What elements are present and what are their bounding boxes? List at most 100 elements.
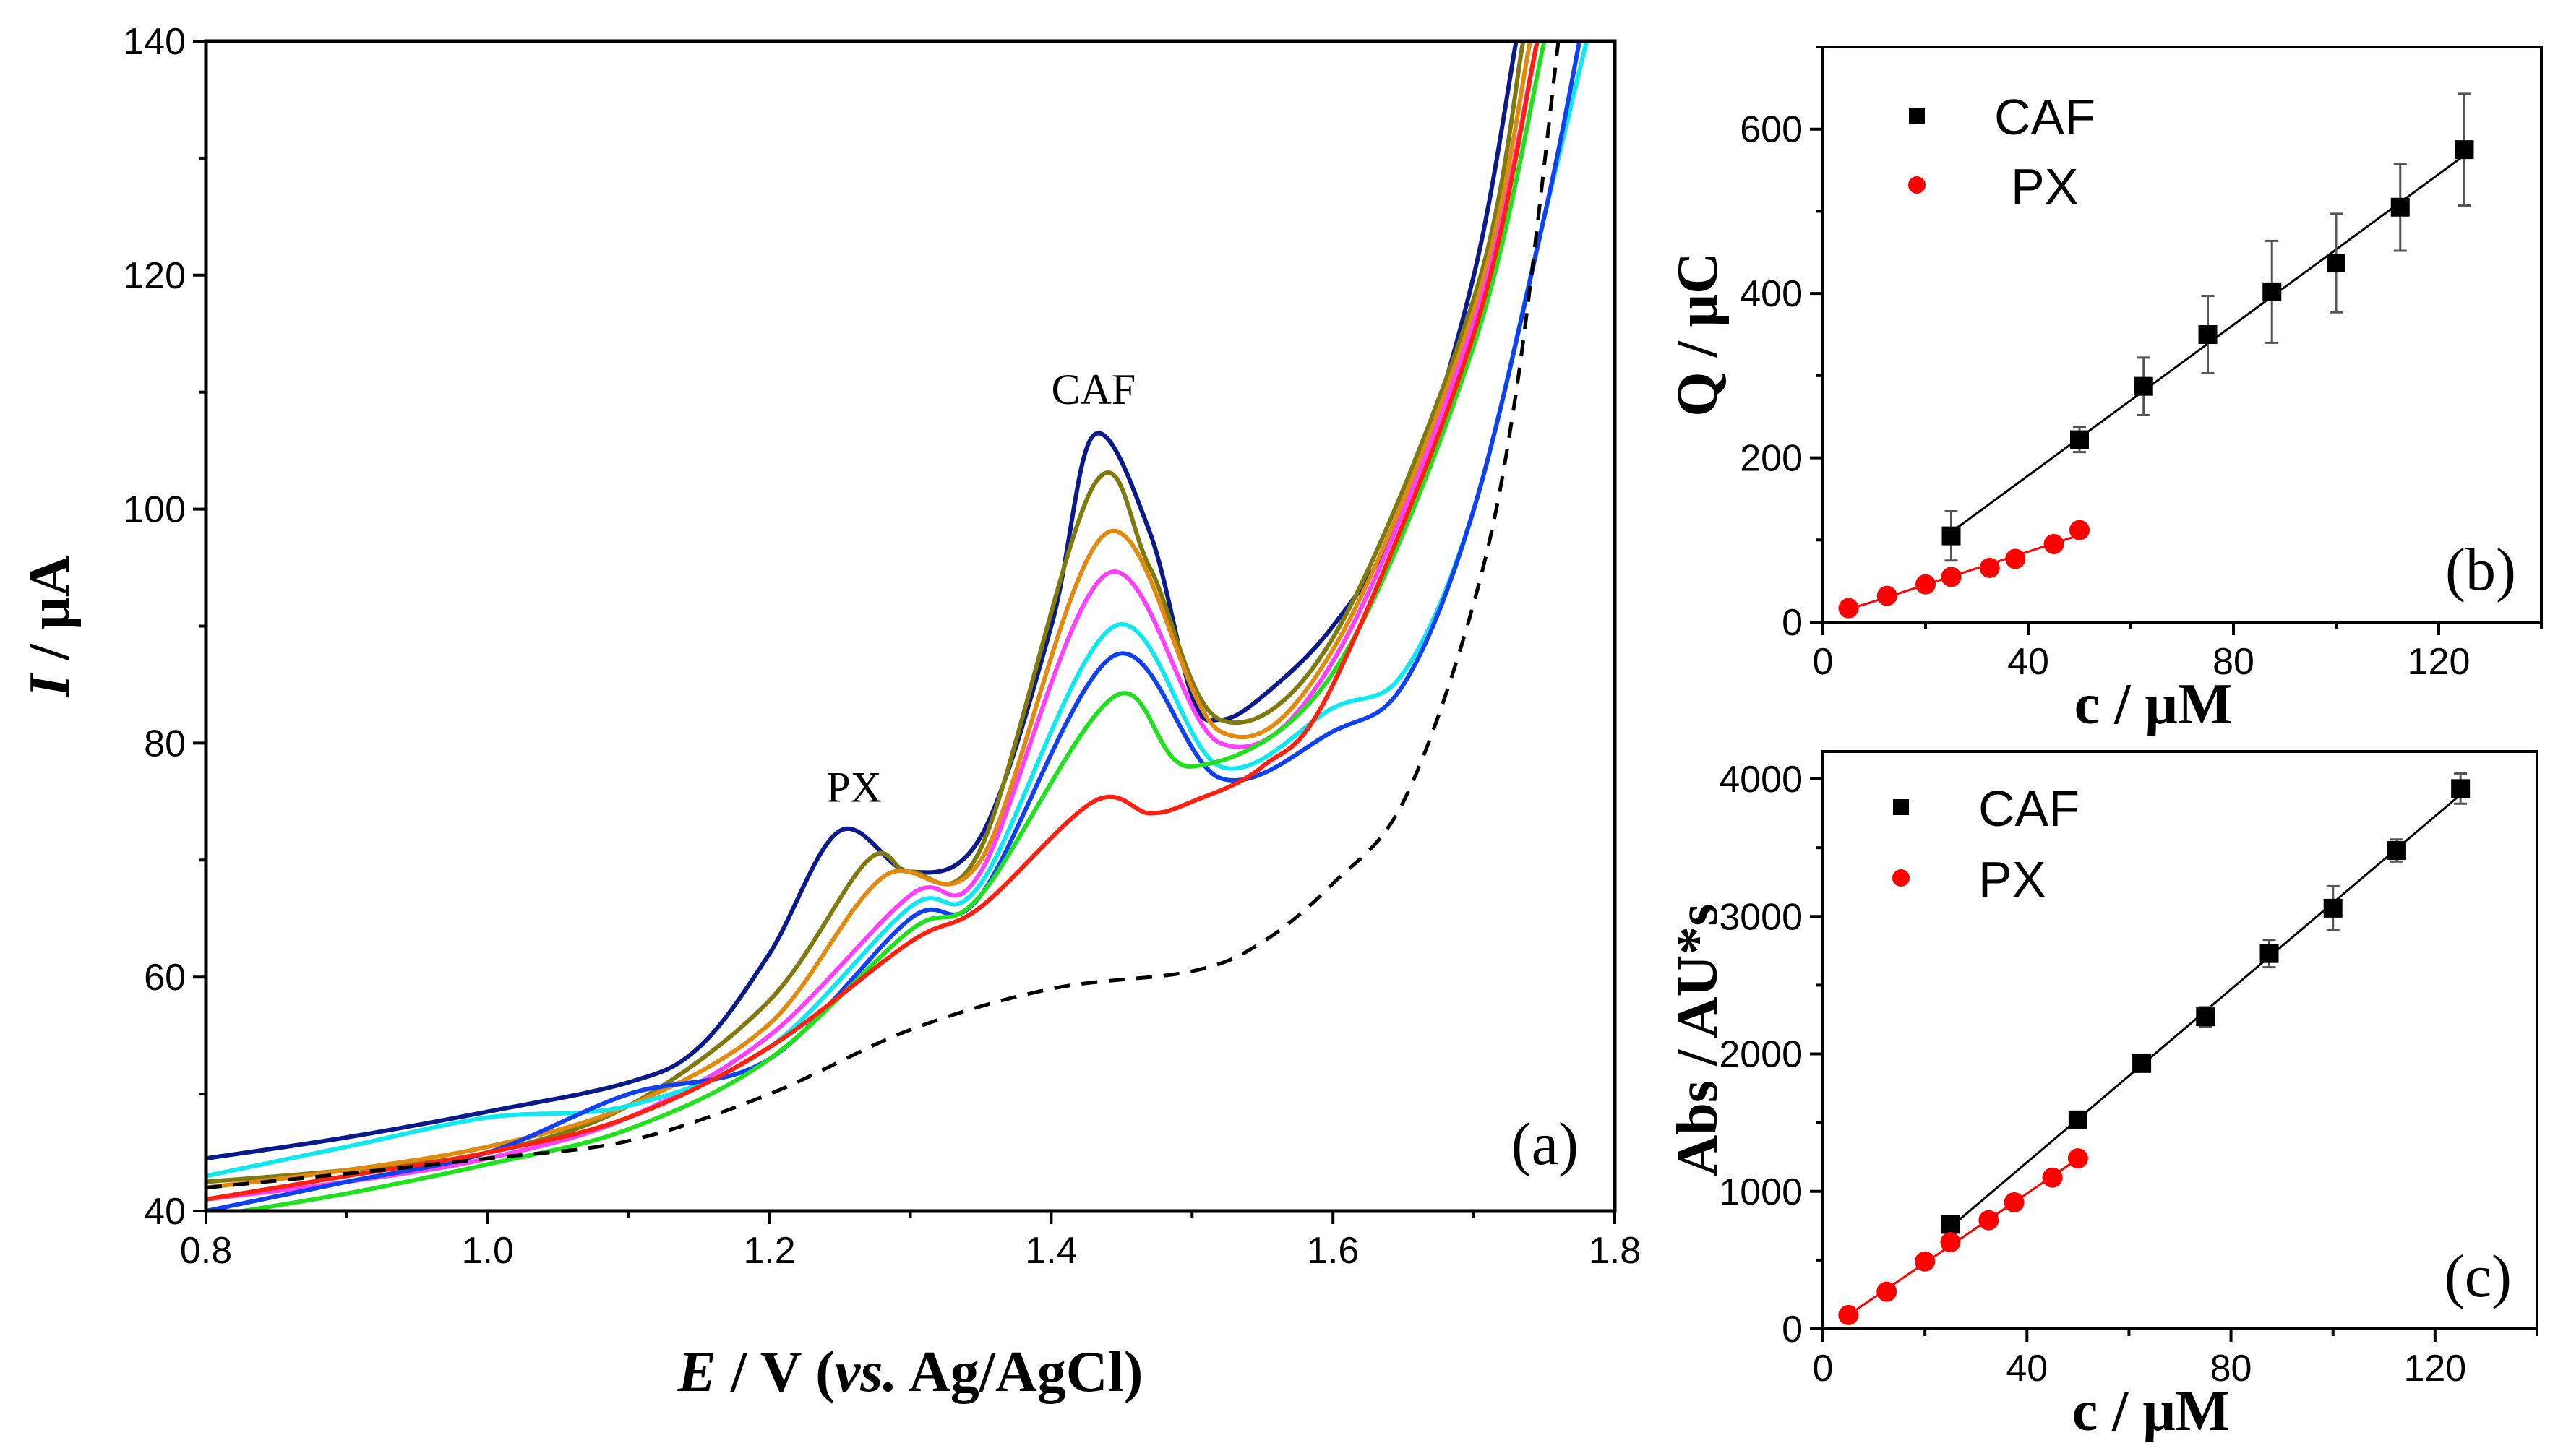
data-point-CAF — [1941, 1215, 1960, 1234]
legend-label-CAF: CAF — [1994, 89, 2095, 145]
data-point-PX — [1979, 557, 2000, 578]
y-tick-label: 100 — [123, 489, 186, 531]
legend: CAF PX — [1908, 89, 2095, 215]
peak-label-caf: CAF — [1052, 366, 1136, 413]
legend: CAF PX — [1892, 780, 2079, 908]
data-point-CAF — [2451, 779, 2471, 798]
y-tick-label: 0 — [1782, 1309, 1803, 1351]
series-line-blue — [206, 41, 1582, 1211]
y-tick-label: 2000 — [1719, 1034, 1803, 1076]
panel-label: (c) — [2445, 1243, 2512, 1310]
plot-area — [1838, 772, 2471, 1325]
series-line-olive — [206, 41, 1526, 1184]
data-point-PX — [1876, 585, 1897, 606]
x-axis-title: E / V (vs. Ag/AgCl) — [677, 1340, 1143, 1404]
y-tick-label: 600 — [1740, 109, 1803, 151]
y-tick-label: 140 — [123, 21, 186, 63]
x-tick-label: 1.8 — [1589, 1230, 1641, 1272]
x-tick-label: 1.0 — [462, 1230, 514, 1272]
y-tick-label: 200 — [1740, 438, 1803, 480]
legend-label-PX: PX — [2011, 158, 2078, 215]
y-tick-label: 40 — [144, 1191, 186, 1233]
y-axis-title-part: I — [18, 673, 82, 698]
axes-frame — [1821, 46, 2543, 624]
legend-marker-CAF — [1893, 799, 1909, 815]
data-point-CAF — [2390, 197, 2410, 217]
legend-label-PX: PX — [1978, 851, 2046, 908]
panel-label: (b) — [2445, 536, 2516, 603]
y-axis-title-part: / μA — [18, 555, 82, 675]
y-tick-label: 1000 — [1719, 1171, 1803, 1213]
data-point-CAF — [2070, 430, 2089, 449]
data-point-CAF — [2198, 325, 2218, 344]
data-point-CAF — [2262, 282, 2282, 301]
x-tick-label: 80 — [2212, 641, 2254, 683]
x-tick-label: 0 — [1813, 1348, 1834, 1390]
y-axis-title: Q / μC — [1666, 252, 1730, 417]
data-point-CAF — [2387, 840, 2406, 860]
panel-label: (a) — [1511, 1111, 1579, 1178]
x-tick-label: 120 — [2403, 1348, 2466, 1390]
x-tick-label: 1.6 — [1307, 1230, 1359, 1272]
data-point-PX — [1915, 1251, 1936, 1272]
x-axis-title-part: vs. — [835, 1340, 898, 1404]
data-point-PX — [2005, 548, 2026, 569]
x-tick-label: 1.4 — [1025, 1230, 1077, 1272]
series-line-orange — [206, 41, 1532, 1190]
data-point-CAF — [2327, 254, 2345, 273]
series-line-cyan — [206, 41, 1589, 1179]
data-point-CAF — [2134, 376, 2153, 396]
series-line-green — [228, 41, 1547, 1211]
panel-a-voltammograms: 0.8 1.0 1.2 1.4 1.6 1.8 40 60 80 100 120 140 E / V (… — [18, 21, 1641, 1404]
y-tick-label: 400 — [1740, 273, 1803, 315]
series-line-navy — [206, 41, 1519, 1161]
y-tick-label: 120 — [123, 255, 186, 297]
x-tick-label: 0 — [1813, 641, 1834, 683]
x-tick-label: 80 — [2210, 1348, 2252, 1390]
legend-label-CAF: CAF — [1978, 780, 2079, 837]
data-point-CAF — [2196, 1007, 2215, 1027]
peak-label-px: PX — [826, 763, 882, 811]
data-point-CAF — [2132, 1054, 2152, 1073]
axes-frame — [204, 39, 1617, 1213]
x-tick-label: 0.8 — [180, 1230, 232, 1272]
x-tick-label: 40 — [2006, 1348, 2048, 1390]
data-point-CAF — [2323, 898, 2343, 918]
plot-area — [206, 41, 1589, 1211]
x-axis-title-part: E — [677, 1340, 716, 1404]
y-tick-label: 60 — [144, 957, 186, 999]
series-line-red — [206, 41, 1540, 1202]
data-point-PX — [1838, 1304, 1859, 1325]
data-point-PX — [1838, 598, 1859, 619]
data-point-CAF — [2259, 944, 2279, 963]
x-axis-title-part: / V ( — [716, 1340, 835, 1404]
legend-marker-PX — [1908, 176, 1926, 194]
y-axis-title: Abs / AU*s — [1666, 904, 1730, 1177]
y-tick-label: 80 — [144, 723, 186, 764]
x-axis-title: c / μM — [2072, 1379, 2231, 1443]
data-point-PX — [1876, 1281, 1897, 1302]
legend-marker-CAF — [1909, 108, 1925, 124]
data-point-CAF — [2068, 1110, 2087, 1129]
data-point-PX — [2069, 520, 2090, 540]
x-tick-label: 40 — [2007, 641, 2049, 683]
x-axis-title: c / μM — [2074, 673, 2233, 736]
data-point-PX — [1915, 574, 1936, 595]
series-line-magenta — [206, 41, 1540, 1202]
data-point-PX — [1940, 1232, 1961, 1253]
series-line-blank — [206, 41, 1561, 1190]
panel-b-charge-calibration: 0 40 80 120 0 200 400 600 c / μM Q / μC (b) CAF PX — [1666, 46, 2543, 736]
y-tick-label: 3000 — [1719, 896, 1803, 938]
data-point-PX — [1941, 567, 1962, 587]
x-tick-label: 1.2 — [743, 1230, 795, 1272]
plot-area — [1838, 92, 2474, 619]
data-point-CAF — [1941, 526, 1961, 546]
data-point-CAF — [2455, 140, 2474, 160]
x-axis-title-part: Ag/AgCl) — [897, 1340, 1143, 1404]
data-point-PX — [2004, 1192, 2025, 1212]
axes-frame — [1821, 750, 2538, 1330]
panel-c-absorbance-calibration: 0 40 80 120 0 1000 2000 3000 4000 c / μM Abs / AU*… — [1666, 750, 2538, 1443]
y-tick-label: 0 — [1782, 602, 1803, 644]
y-axis-title: I / μA — [18, 555, 82, 698]
data-point-PX — [1978, 1210, 1999, 1231]
